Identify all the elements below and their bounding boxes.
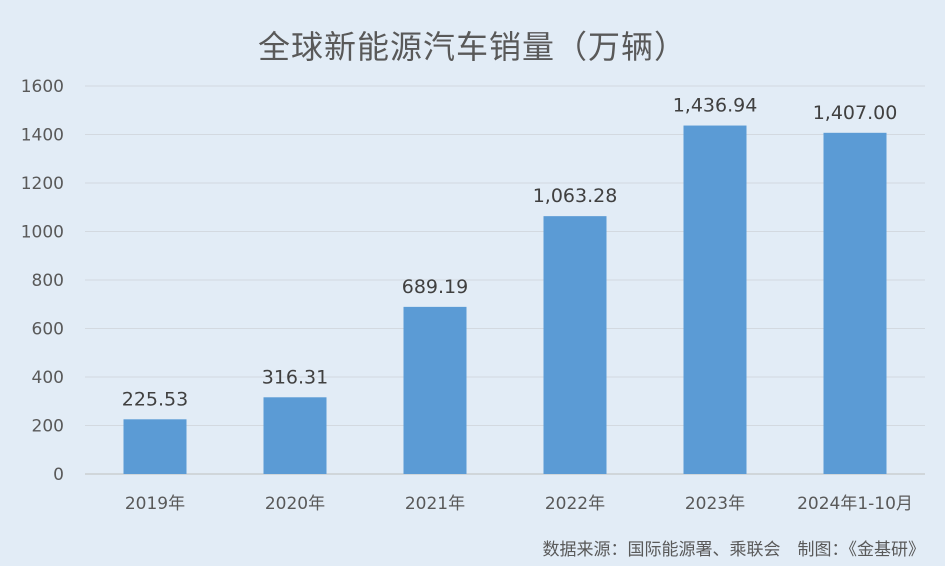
x-tick-label: 2023年 — [685, 494, 745, 514]
y-tick-label: 600 — [32, 320, 64, 340]
chart-title: 全球新能源汽车销量（万辆） — [257, 28, 687, 66]
x-tick-label: 2021年 — [405, 494, 465, 514]
data-label: 225.53 — [122, 388, 188, 410]
data-label: 1,436.94 — [673, 95, 758, 117]
data-label: 316.31 — [262, 366, 328, 388]
bar — [123, 419, 187, 474]
bar — [403, 306, 467, 474]
source-note: 数据来源：国际能源署、乘联会 制图：《金基研》 — [542, 540, 926, 560]
x-tick-label: 2019年 — [125, 494, 185, 514]
y-tick-label: 1200 — [21, 174, 64, 194]
y-tick-label: 400 — [32, 368, 64, 388]
bar — [683, 125, 747, 474]
y-tick-label: 1600 — [21, 77, 64, 97]
bar — [543, 216, 607, 474]
y-tick-label: 1400 — [21, 126, 64, 146]
x-tick-label: 2022年 — [545, 494, 605, 514]
bar — [823, 132, 887, 475]
data-label: 1,063.28 — [533, 185, 618, 207]
data-label: 1,407.00 — [813, 102, 898, 124]
bar — [263, 397, 327, 474]
y-tick-label: 1000 — [21, 223, 64, 243]
data-label: 689.19 — [402, 276, 468, 298]
y-tick-label: 200 — [32, 417, 64, 437]
x-tick-label: 2020年 — [265, 494, 325, 514]
y-tick-label: 800 — [32, 271, 64, 291]
x-tick-label: 2024年1-10月 — [797, 494, 913, 514]
y-tick-label: 0 — [53, 465, 64, 485]
